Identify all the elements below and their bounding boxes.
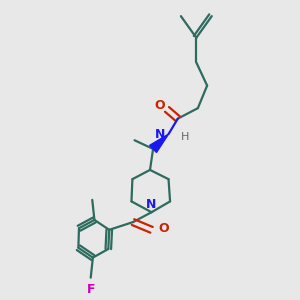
Text: H: H: [181, 132, 189, 142]
Polygon shape: [150, 134, 169, 152]
Text: N: N: [146, 198, 157, 211]
Text: O: O: [154, 99, 165, 112]
Text: N: N: [155, 128, 165, 141]
Text: F: F: [86, 283, 95, 296]
Text: O: O: [158, 222, 169, 235]
